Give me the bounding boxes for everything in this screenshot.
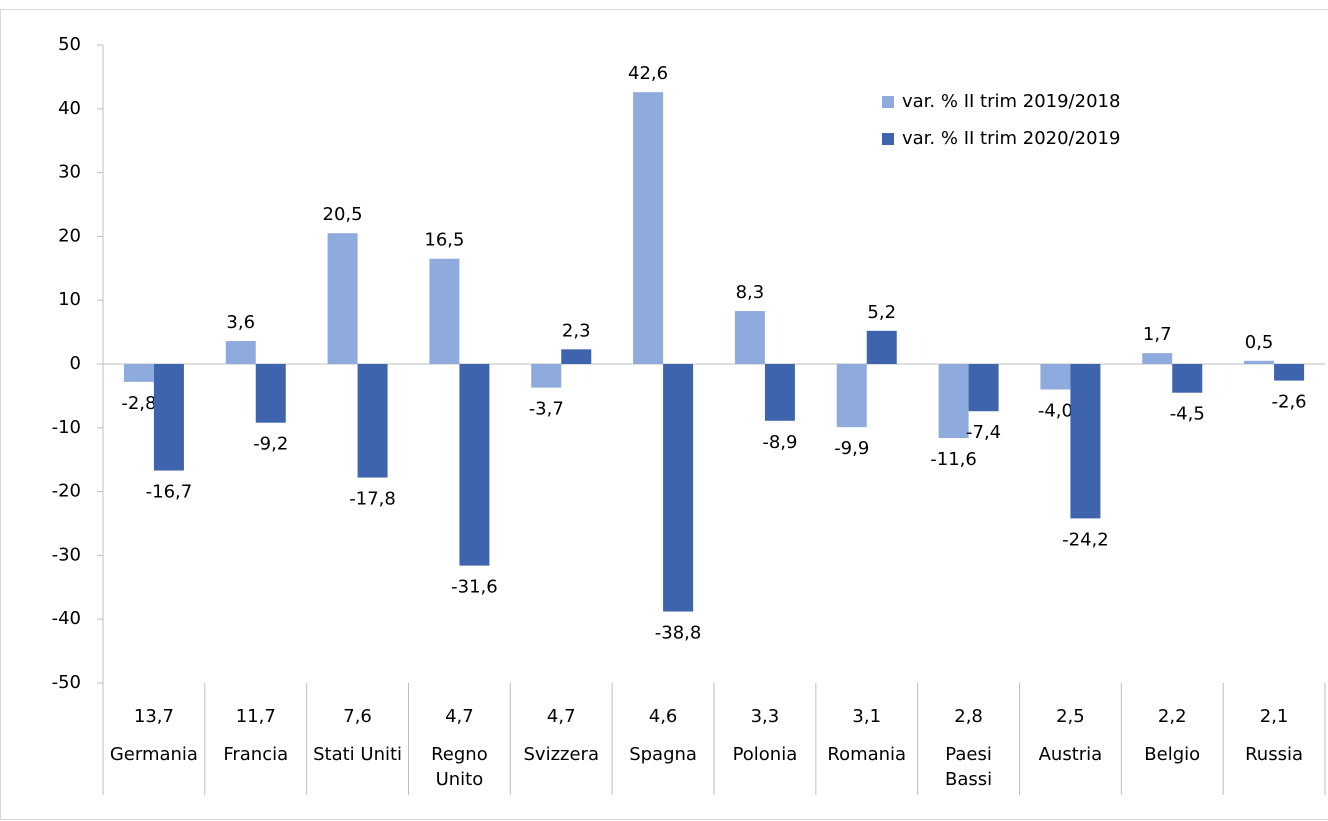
category-label: Belgio	[1144, 744, 1201, 765]
bar	[866, 330, 897, 364]
data-label: -24,2	[1062, 529, 1109, 550]
data-label: 20,5	[323, 204, 363, 225]
bar	[225, 341, 256, 364]
data-label: 2,3	[562, 320, 591, 341]
y-tick-label: -20	[52, 481, 81, 502]
category-label: Austria	[1038, 744, 1103, 765]
category-label: Paesi Bassi	[945, 744, 993, 790]
category-value: 7,6	[343, 706, 372, 727]
category-value: 4,7	[445, 706, 474, 727]
bar	[123, 364, 154, 382]
y-tick-label: -50	[52, 672, 81, 693]
bar	[1172, 364, 1203, 393]
data-label: -2,8	[121, 393, 156, 414]
data-label: 1,7	[1143, 324, 1172, 345]
category-label: Polonia	[732, 744, 798, 765]
category-label: Russia	[1245, 744, 1304, 765]
bar	[836, 364, 867, 428]
frame	[0, 9, 1328, 820]
data-label: -9,2	[253, 434, 288, 455]
category-value: 11,7	[235, 706, 276, 727]
bar	[255, 364, 286, 423]
data-label: 42,6	[628, 63, 668, 84]
bar	[1040, 364, 1071, 390]
data-label: -9,9	[834, 438, 869, 459]
legend-swatch	[882, 96, 894, 108]
bar	[1070, 364, 1101, 519]
category-value: 3,3	[750, 706, 780, 727]
category-value: 2,5	[1056, 706, 1085, 727]
legend-label: var. % II trim 2020/2019	[902, 128, 1120, 149]
category-label: Regno Unito	[431, 744, 488, 790]
y-tick-label: -10	[52, 417, 81, 438]
legend-label: var. % II trim 2019/2018	[902, 91, 1120, 112]
data-label: -3,7	[529, 399, 564, 420]
bar	[357, 364, 388, 478]
bar	[561, 349, 592, 364]
bar	[459, 364, 490, 566]
bar	[633, 92, 664, 364]
y-tick-label: -40	[52, 608, 81, 629]
category-label: Svizzera	[523, 744, 599, 765]
category-label: Stati Uniti	[313, 744, 403, 765]
category-value: 4,7	[546, 706, 576, 727]
data-label: -17,8	[349, 489, 396, 510]
bar	[429, 258, 460, 364]
data-label: -8,9	[762, 432, 797, 453]
bar	[968, 364, 999, 412]
data-label: 16,5	[424, 230, 464, 251]
legend-swatch	[882, 133, 894, 145]
data-label: -31,6	[451, 577, 498, 598]
bar	[1142, 353, 1173, 364]
category-value: 2,2	[1157, 706, 1187, 727]
bar	[1274, 364, 1305, 381]
category-value: 4,6	[648, 706, 678, 727]
data-label: -7,4	[966, 422, 1001, 443]
y-tick-label: 10	[58, 289, 81, 310]
category-label: Francia	[223, 744, 289, 765]
bar	[327, 233, 358, 364]
category-label: Germania	[109, 744, 198, 765]
data-label: 5,2	[867, 302, 896, 323]
data-label: -2,6	[1272, 392, 1307, 413]
bar	[531, 364, 562, 388]
bar	[1244, 360, 1275, 364]
data-label: -11,6	[930, 449, 977, 470]
data-label: -4,0	[1038, 401, 1073, 422]
category-value: 13,7	[133, 706, 174, 727]
y-tick-label: 0	[70, 353, 81, 374]
category-value: 3,1	[852, 706, 882, 727]
bar	[153, 364, 184, 471]
y-tick-label: 50	[58, 34, 81, 55]
bar	[764, 364, 795, 421]
y-tick-label: 40	[58, 98, 81, 119]
y-tick-label: 30	[58, 162, 81, 183]
data-label: 0,5	[1245, 332, 1274, 353]
data-label: 3,6	[226, 312, 255, 333]
data-label: -16,7	[146, 482, 193, 503]
data-label: -4,5	[1170, 404, 1205, 425]
data-label: -38,8	[655, 623, 702, 644]
data-label: 8,3	[736, 282, 765, 303]
y-tick-label: 20	[58, 225, 81, 246]
category-label: Romania	[827, 744, 907, 765]
bar	[734, 311, 765, 364]
bar	[663, 364, 694, 612]
category-value: 2,8	[954, 706, 983, 727]
category-value: 2,1	[1259, 706, 1289, 727]
category-label: Spagna	[629, 744, 697, 765]
bar	[938, 364, 969, 439]
y-tick-label: -30	[52, 544, 81, 565]
